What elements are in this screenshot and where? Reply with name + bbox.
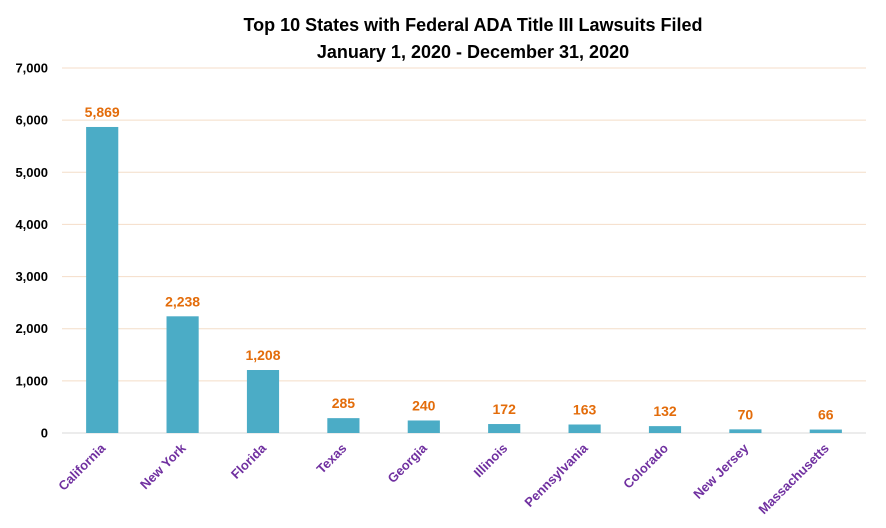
data-labels: 5,869 2,238 1,208 285 240 172 163 132 70 66 xyxy=(85,104,834,423)
bar xyxy=(648,426,682,433)
y-tick-label: 4,000 xyxy=(15,217,48,232)
data-label: 70 xyxy=(738,406,754,422)
x-tick-label: California xyxy=(55,440,109,494)
bar xyxy=(166,316,199,433)
data-label: 240 xyxy=(412,397,436,413)
x-tick-label: New York xyxy=(137,440,189,492)
x-tick-label: Illinois xyxy=(471,441,511,481)
y-tick-label: 3,000 xyxy=(15,269,48,284)
y-tick-label: 1,000 xyxy=(15,373,48,388)
x-tick-label: Florida xyxy=(228,440,270,482)
y-tick-label: 2,000 xyxy=(15,321,48,336)
bar xyxy=(809,429,842,433)
data-label: 163 xyxy=(573,402,597,418)
y-axis: 0 1,000 2,000 3,000 4,000 5,000 6,000 7,000 xyxy=(15,61,866,441)
x-tick-label: Georgia xyxy=(385,440,431,486)
data-label: 66 xyxy=(818,407,834,423)
data-label: 172 xyxy=(493,401,517,417)
x-tick-label: Texas xyxy=(314,441,350,477)
y-tick-label: 6,000 xyxy=(15,113,48,128)
y-tick-label: 0 xyxy=(41,426,48,441)
y-tick-label: 5,000 xyxy=(15,165,48,180)
chart-title: Top 10 States with Federal ADA Title III… xyxy=(243,15,702,35)
x-tick-label: New Jersey xyxy=(690,440,752,502)
bar xyxy=(327,418,360,433)
bar xyxy=(568,424,601,433)
x-tick-label: Pennsylvania xyxy=(521,440,591,510)
bar xyxy=(86,126,119,433)
bars xyxy=(86,126,842,433)
data-label: 132 xyxy=(653,403,677,419)
data-label: 285 xyxy=(332,395,356,411)
x-tick-label: Colorado xyxy=(620,440,671,491)
data-label: 1,208 xyxy=(245,347,280,363)
y-tick-label: 7,000 xyxy=(15,61,48,76)
bar xyxy=(407,420,440,433)
bar xyxy=(488,424,521,433)
bar xyxy=(729,429,762,433)
x-tick-label: Massachusetts xyxy=(755,441,832,518)
x-axis: California New York Florida Texas Georgia Ill… xyxy=(55,440,832,517)
chart-subtitle: January 1, 2020 - December 31, 2020 xyxy=(317,42,629,62)
data-label: 2,238 xyxy=(165,293,200,309)
data-label: 5,869 xyxy=(85,104,120,120)
bar xyxy=(246,370,280,433)
